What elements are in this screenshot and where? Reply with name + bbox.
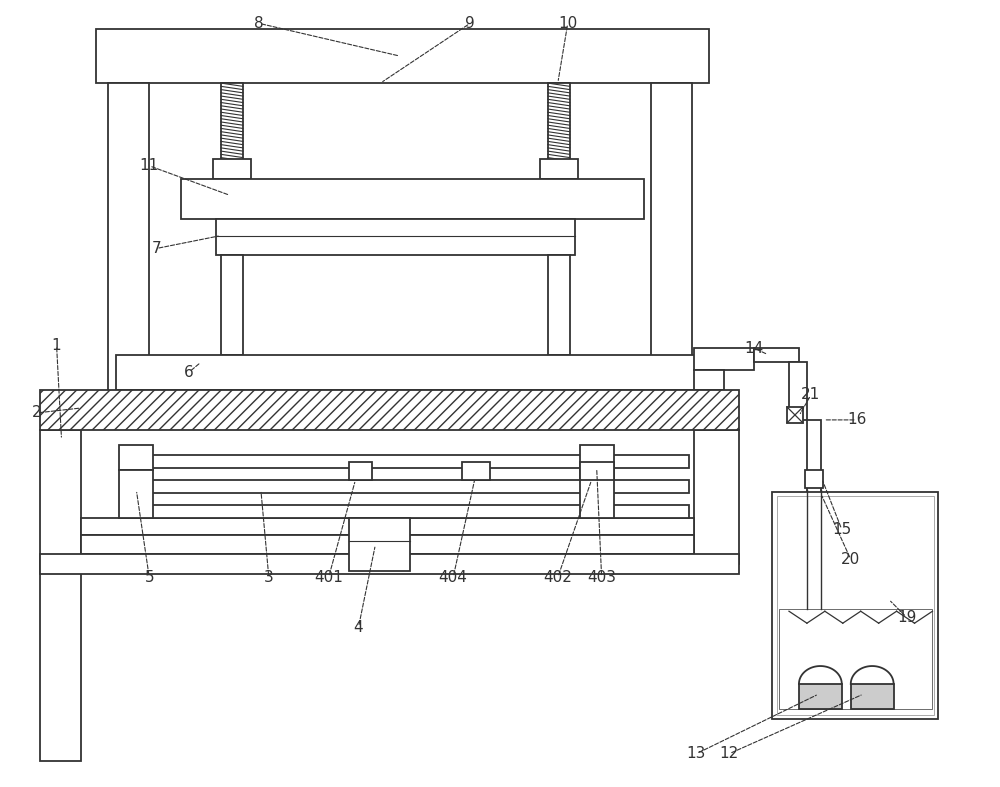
Bar (349, 518, 410, 571)
Text: 14: 14 (744, 341, 764, 356)
Text: 401: 401 (314, 570, 343, 585)
Bar (119, 470, 153, 518)
Text: 8: 8 (254, 16, 264, 31)
Bar (772, 492, 938, 719)
Text: 20: 20 (841, 552, 860, 567)
Bar (694, 430, 739, 564)
Text: 5: 5 (144, 570, 154, 585)
Text: 16: 16 (847, 412, 866, 427)
Text: 1: 1 (52, 338, 61, 353)
Bar (116, 355, 699, 390)
Bar (580, 462, 614, 480)
Bar (462, 462, 490, 480)
Text: 12: 12 (720, 746, 739, 761)
Bar (580, 470, 614, 518)
Bar (40, 554, 739, 575)
Bar (349, 462, 372, 480)
Text: 10: 10 (558, 16, 577, 31)
Bar (131, 455, 689, 467)
Text: 9: 9 (465, 16, 475, 31)
Text: 402: 402 (543, 570, 572, 585)
Text: 2: 2 (32, 405, 41, 420)
Bar (221, 256, 243, 355)
Bar (779, 609, 932, 709)
Text: 21: 21 (801, 387, 821, 402)
Bar (40, 430, 81, 761)
Bar (213, 159, 251, 179)
Bar (221, 83, 243, 166)
Text: 19: 19 (897, 610, 916, 625)
Text: 13: 13 (687, 746, 706, 761)
Bar (81, 518, 694, 534)
Bar (40, 390, 739, 430)
Bar (694, 370, 724, 390)
Text: 403: 403 (587, 570, 616, 585)
Text: 15: 15 (832, 522, 851, 537)
Text: 3: 3 (264, 570, 274, 585)
Bar (807, 420, 821, 699)
Bar (548, 83, 570, 166)
Bar (694, 348, 754, 370)
Bar (119, 445, 153, 470)
Bar (787, 407, 803, 423)
Text: 11: 11 (140, 158, 159, 173)
Bar (580, 445, 614, 470)
Bar (108, 83, 149, 405)
Bar (131, 504, 689, 518)
Bar (754, 348, 799, 362)
Bar (548, 256, 570, 355)
Bar (651, 83, 692, 405)
Text: 4: 4 (354, 619, 363, 634)
Bar (96, 29, 709, 83)
Bar (181, 179, 644, 219)
Bar (131, 480, 689, 493)
Bar (540, 159, 578, 179)
Text: 404: 404 (439, 570, 468, 585)
Bar (779, 609, 932, 709)
Bar (81, 534, 694, 554)
Bar (789, 362, 807, 420)
Bar (777, 496, 934, 715)
Bar (851, 684, 894, 709)
Bar (805, 470, 823, 488)
Bar (216, 219, 575, 256)
Text: 7: 7 (151, 241, 161, 256)
Bar (799, 684, 842, 709)
Text: 6: 6 (184, 364, 194, 379)
